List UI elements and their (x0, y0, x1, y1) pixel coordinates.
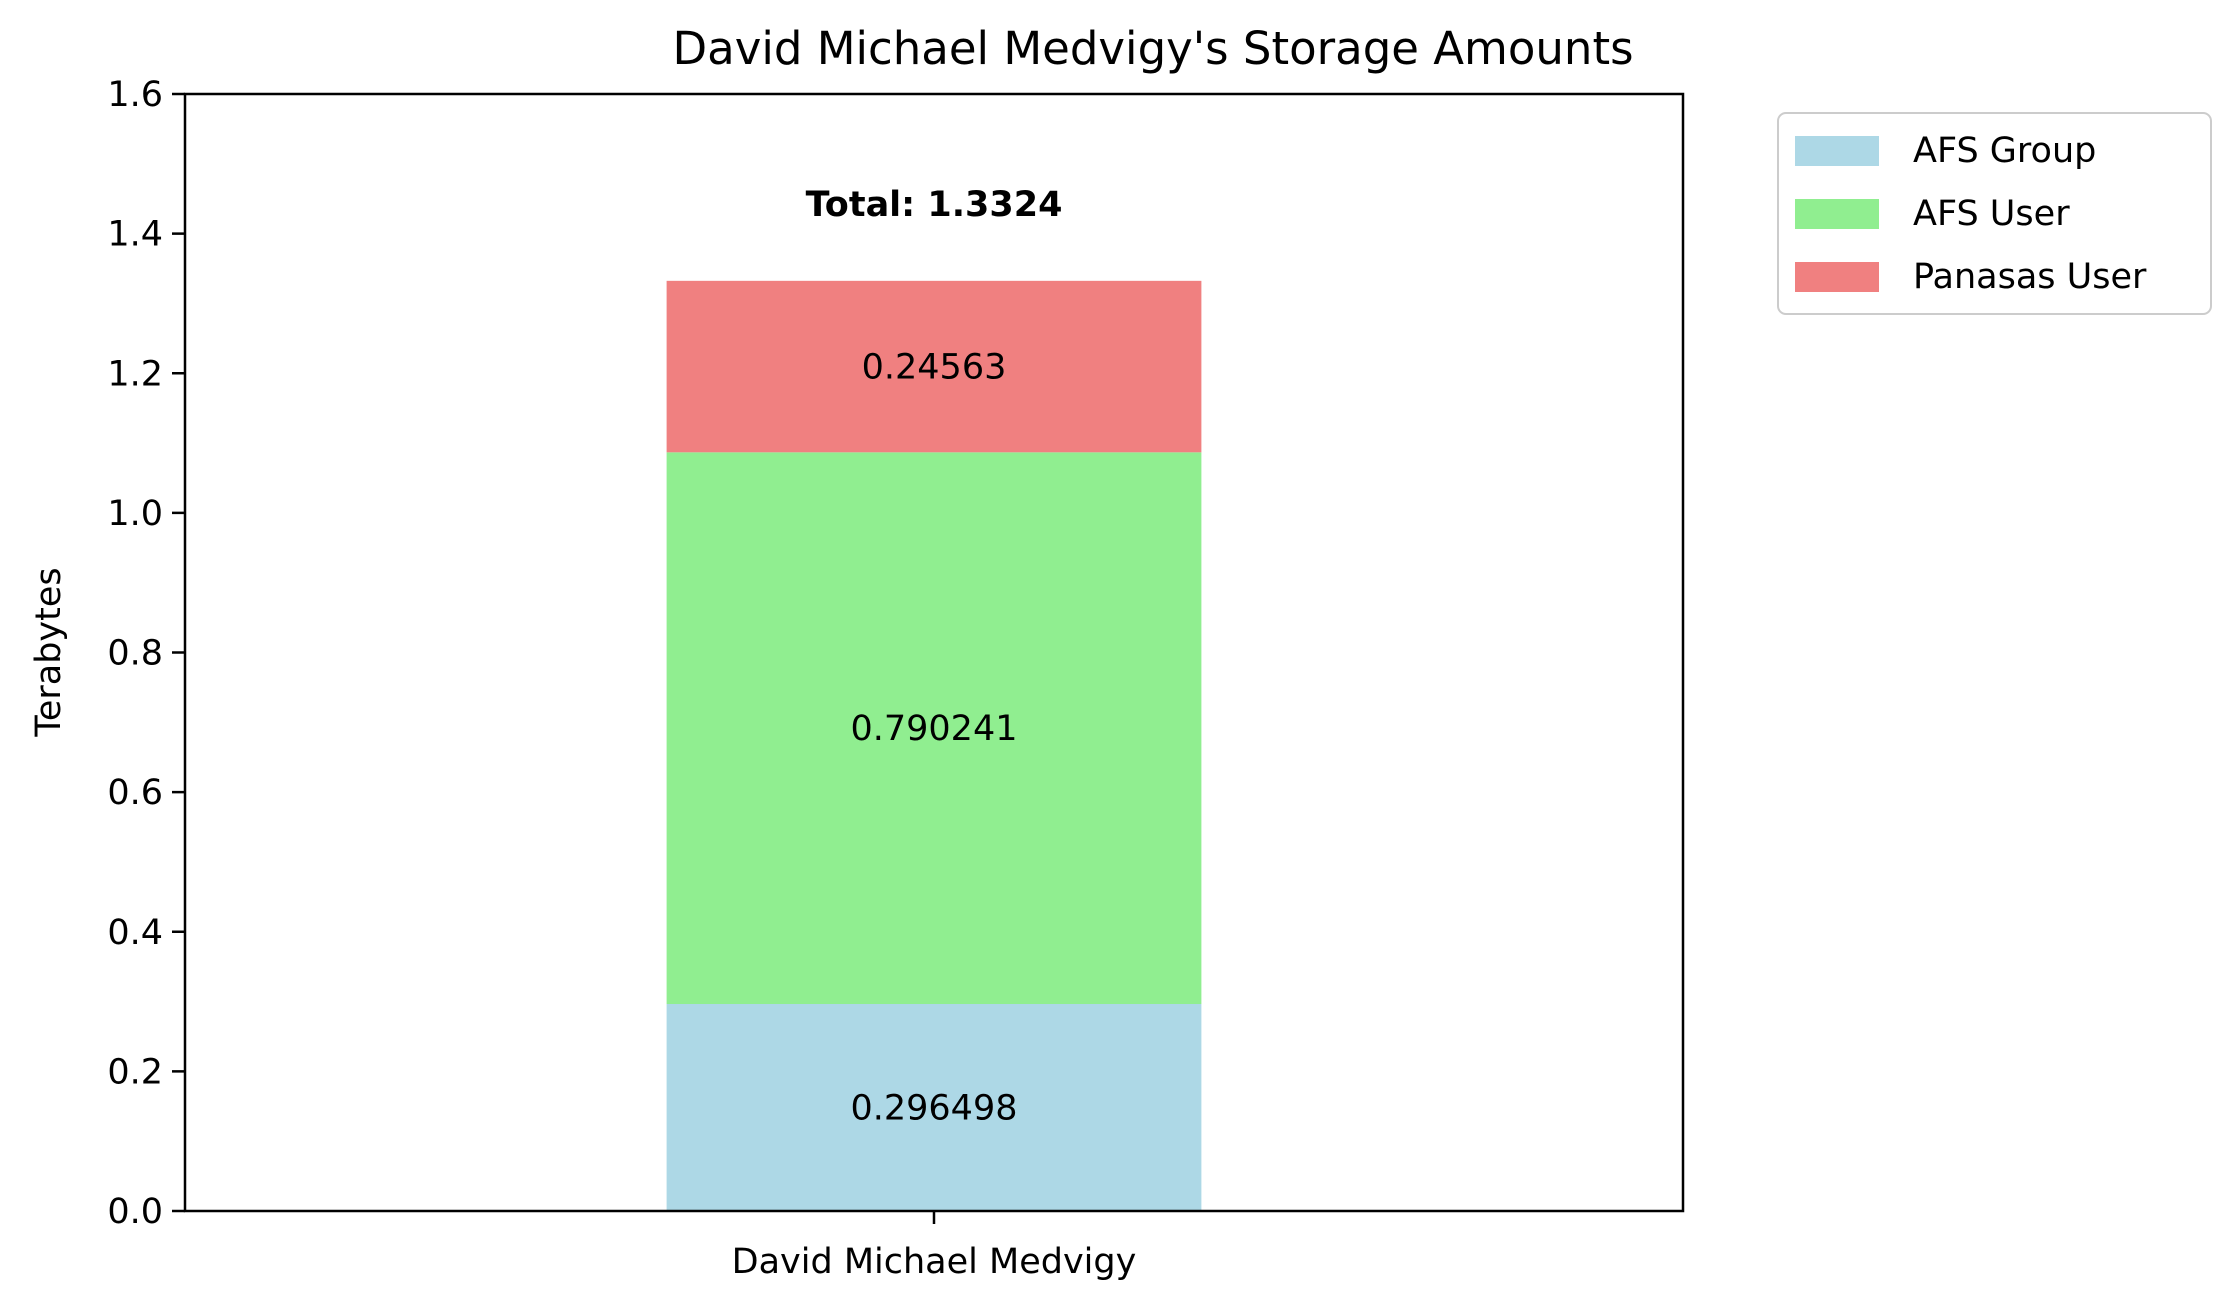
total-label: Total: 1.3324 (806, 185, 1063, 225)
y-axis: 0.0 0.2 0.4 0.6 0.8 1.0 1.2 1.4 1.6 (107, 75, 185, 1232)
legend-entry: Panasas User (1913, 257, 2147, 297)
segment-labels: 0.296498 0.790241 0.24563 (850, 348, 1017, 1129)
y-tick-label: 0.8 (107, 634, 163, 674)
segment-value-label: 0.24563 (862, 348, 1007, 388)
y-tick-label: 0.6 (107, 773, 163, 813)
legend-entry: AFS Group (1913, 131, 2096, 171)
x-axis: David Michael Medvigy (732, 1211, 1137, 1282)
y-tick-label: 0.4 (107, 913, 163, 953)
legend-entry: AFS User (1913, 194, 2070, 234)
legend-frame (1777, 112, 2212, 315)
segment-value-label: 0.790241 (850, 709, 1017, 749)
bar-segment-afs-group (666, 1004, 1202, 1211)
total-labels: Total: 1.3324 (806, 185, 1063, 225)
segment-value-label: 0.296498 (850, 1089, 1017, 1129)
bar-stack (666, 280, 1202, 1211)
chart-title: David Michael Medvigy's Storage Amounts (672, 22, 1633, 75)
legend: AFS Group AFS User Panasas User (1777, 112, 2212, 315)
x-tick-label: David Michael Medvigy (732, 1242, 1137, 1282)
legend-swatch (1795, 136, 1879, 166)
y-axis-label: Terabytes (29, 567, 69, 737)
y-tick-label: 1.4 (107, 215, 163, 255)
y-tick-label: 1.0 (107, 494, 163, 534)
y-tick-label: 0.2 (107, 1052, 163, 1092)
legend-swatch (1795, 262, 1879, 292)
y-tick-label: 1.6 (107, 75, 163, 115)
bar-segment-afs-user (666, 452, 1202, 1005)
bar-segment-panasas-user (666, 280, 1202, 453)
legend-swatch (1795, 199, 1879, 229)
y-tick-label: 1.2 (107, 354, 163, 394)
y-tick-label: 0.0 (107, 1192, 163, 1232)
